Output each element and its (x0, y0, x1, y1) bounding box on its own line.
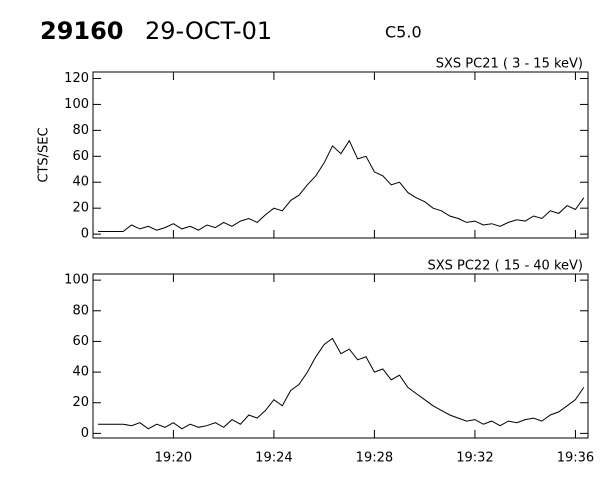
y-tick-label: 0 (81, 227, 89, 242)
panel-title: SXS PC22 ( 15 - 40 keV) (427, 259, 583, 274)
y-tick-label: 20 (72, 395, 89, 410)
plot-frame (92, 273, 589, 439)
x-tick-label: 19:24 (255, 451, 292, 466)
y-tick-label: 80 (72, 303, 89, 318)
count-rate-line (98, 337, 585, 430)
count-rate-line (98, 139, 585, 232)
panel-title: SXS PC21 ( 3 - 15 keV) (436, 57, 583, 72)
plot-frame (92, 71, 589, 239)
x-tick-label: 19:20 (155, 451, 192, 466)
y-tick-label: 0 (81, 426, 89, 441)
y-tick-label: 100 (64, 273, 89, 288)
event-id: 29160 (40, 17, 124, 45)
y-tick-label: 60 (72, 334, 89, 349)
x-tick-label: 19:36 (557, 451, 594, 466)
flare-class: C5.0 (385, 23, 422, 42)
event-date: 29-OCT-01 (145, 17, 272, 45)
y-tick-label: 40 (72, 175, 89, 190)
y-tick-label: 100 (64, 97, 89, 112)
y-tick-label: 80 (72, 123, 89, 138)
y-tick-label: 60 (72, 149, 89, 164)
y-tick-label: 120 (64, 71, 89, 86)
y-axis-label: CTS/SEC (37, 127, 52, 182)
x-tick-label: 19:32 (456, 451, 493, 466)
y-tick-label: 20 (72, 201, 89, 216)
x-tick-label: 19:28 (356, 451, 393, 466)
y-tick-label: 40 (72, 365, 89, 380)
